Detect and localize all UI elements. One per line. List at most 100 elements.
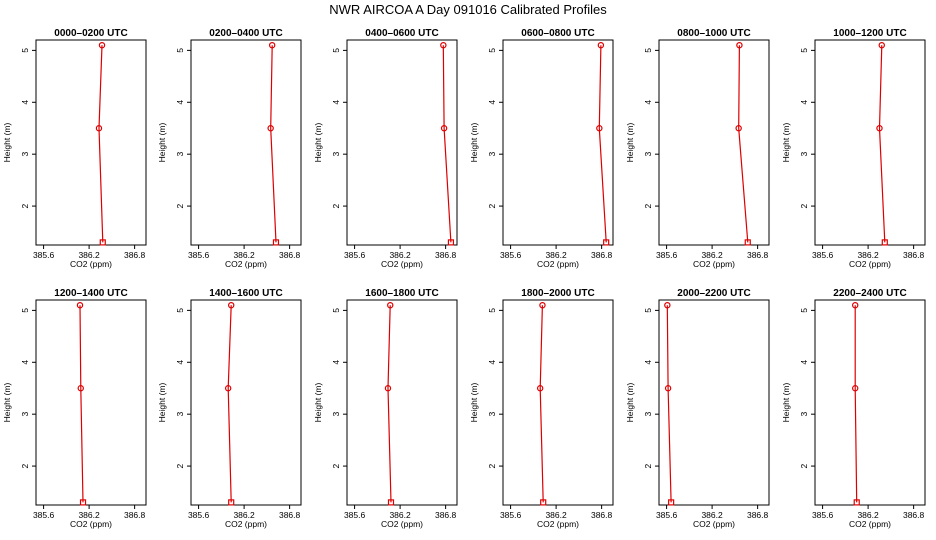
x-tick-label: 385.6	[344, 250, 366, 260]
x-tick-label: 386.8	[903, 250, 925, 260]
x-axis-label: CO2 (ppm)	[381, 519, 423, 529]
x-tick-label: 385.6	[812, 510, 834, 520]
x-tick-label: 386.8	[279, 510, 301, 520]
x-tick-label: 386.2	[78, 510, 100, 520]
data-point	[603, 239, 610, 246]
profile-line	[79, 305, 84, 503]
plot-frame	[346, 299, 458, 506]
data-point	[668, 499, 675, 506]
x-tick-label: 385.6	[656, 510, 678, 520]
profile-line	[878, 45, 886, 243]
panel-11: 2000–2200 UTC 385.6 386.2 386.8 2 3 4 5 CO2 (ppm…	[625, 288, 770, 529]
x-tick-label: 386.2	[233, 510, 255, 520]
y-tick-label: 2	[331, 203, 341, 208]
x-tick-label: 385.6	[33, 250, 55, 260]
x-tick-label: 385.6	[33, 510, 55, 520]
y-tick-label: 5	[799, 48, 809, 53]
x-tick-label: 386.2	[233, 250, 255, 260]
panel-title: 1800–2000 UTC	[521, 288, 594, 299]
y-tick-label: 5	[175, 48, 185, 53]
x-tick-label: 386.2	[701, 510, 723, 520]
x-tick-label: 386.2	[701, 250, 723, 260]
y-tick-label: 5	[487, 308, 497, 313]
y-tick-label: 3	[331, 152, 341, 157]
y-tick-label: 2	[20, 203, 30, 208]
data-point	[853, 499, 860, 506]
y-tick-label: 3	[643, 412, 653, 417]
panel-8: 1400–1600 UTC 385.6 386.2 386.8 2 3 4 5 CO2 (ppm…	[157, 288, 302, 529]
x-tick-label: 386.8	[279, 250, 301, 260]
data-point	[539, 301, 546, 309]
x-axis-label: CO2 (ppm)	[225, 259, 267, 269]
y-tick-label: 2	[799, 463, 809, 468]
panel-title: 1000–1200 UTC	[833, 28, 906, 39]
y-tick-label: 2	[175, 463, 185, 468]
x-tick-label: 386.8	[124, 250, 146, 260]
plot-frame	[814, 299, 926, 506]
data-point	[664, 301, 671, 309]
y-tick-label: 5	[331, 48, 341, 53]
x-tick-label: 385.6	[656, 250, 678, 260]
y-tick-label: 3	[799, 152, 809, 157]
data-point	[440, 125, 448, 132]
y-tick-label: 5	[331, 308, 341, 313]
profile-line	[738, 45, 749, 243]
y-tick-label: 3	[20, 412, 30, 417]
y-axis-label: Height (m)	[625, 123, 635, 163]
x-tick-label: 386.2	[389, 250, 411, 260]
data-point	[736, 41, 743, 49]
panel-title: 1400–1600 UTC	[209, 288, 282, 299]
y-axis-label: Height (m)	[313, 383, 323, 423]
data-point	[79, 499, 87, 506]
x-axis-label: CO2 (ppm)	[537, 519, 579, 529]
y-tick-label: 5	[20, 308, 30, 313]
panel-9: 1600–1800 UTC 385.6 386.2 386.8 2 3 4 5 CO2 (ppm…	[313, 288, 458, 529]
y-axis-label: Height (m)	[469, 123, 479, 163]
y-tick-label: 4	[487, 360, 497, 365]
data-point	[98, 41, 106, 49]
x-tick-label: 386.2	[857, 510, 879, 520]
plot-frame	[658, 299, 770, 506]
x-tick-label: 386.8	[124, 510, 146, 520]
x-tick-label: 385.6	[500, 510, 522, 520]
plot-frame	[190, 39, 302, 246]
panel-title: 2000–2200 UTC	[677, 288, 750, 299]
x-tick-label: 385.6	[188, 250, 210, 260]
data-point	[268, 41, 276, 49]
y-tick-label: 4	[799, 100, 809, 105]
y-tick-label: 3	[175, 412, 185, 417]
panel-1: 0000–0200 UTC 385.6 386.2 386.8 2 3 4 5 CO2 (ppm…	[2, 28, 147, 269]
data-point	[440, 41, 447, 49]
y-tick-label: 3	[799, 412, 809, 417]
data-point	[228, 499, 235, 506]
profile-line	[442, 45, 452, 243]
panel-6: 1000–1200 UTC 385.6 386.2 386.8 2 3 4 5 CO2 (ppm…	[781, 28, 926, 269]
figure-title: NWR AIRCOA A Day 091016 Calibrated Profi…	[329, 2, 607, 17]
x-tick-label: 385.6	[500, 250, 522, 260]
y-tick-label: 4	[487, 100, 497, 105]
data-point	[228, 301, 235, 309]
data-point	[77, 385, 84, 392]
panel-title: 0800–1000 UTC	[677, 28, 750, 39]
panel-10: 1800–2000 UTC 385.6 386.2 386.8 2 3 4 5 CO2 (ppm…	[469, 288, 614, 529]
x-axis-label: CO2 (ppm)	[537, 259, 579, 269]
y-axis-label: Height (m)	[313, 123, 323, 163]
profile-line	[666, 305, 672, 503]
x-tick-label: 385.6	[344, 510, 366, 520]
panel-12: 2200–2400 UTC 385.6 386.2 386.8 2 3 4 5 CO2 (ppm…	[781, 288, 926, 529]
y-axis-label: Height (m)	[625, 383, 635, 423]
y-tick-label: 4	[175, 360, 185, 365]
y-tick-label: 4	[20, 360, 30, 365]
y-axis-label: Height (m)	[2, 123, 12, 163]
panel-title: 0000–0200 UTC	[54, 28, 127, 39]
y-tick-label: 4	[331, 100, 341, 105]
y-tick-label: 4	[643, 360, 653, 365]
profile-line	[854, 305, 858, 503]
plot-frame	[190, 299, 302, 506]
profile-line	[98, 45, 104, 243]
y-tick-label: 2	[487, 203, 497, 208]
profile-line	[387, 305, 392, 503]
panel-title: 1200–1400 UTC	[54, 288, 127, 299]
x-axis-label: CO2 (ppm)	[225, 519, 267, 529]
